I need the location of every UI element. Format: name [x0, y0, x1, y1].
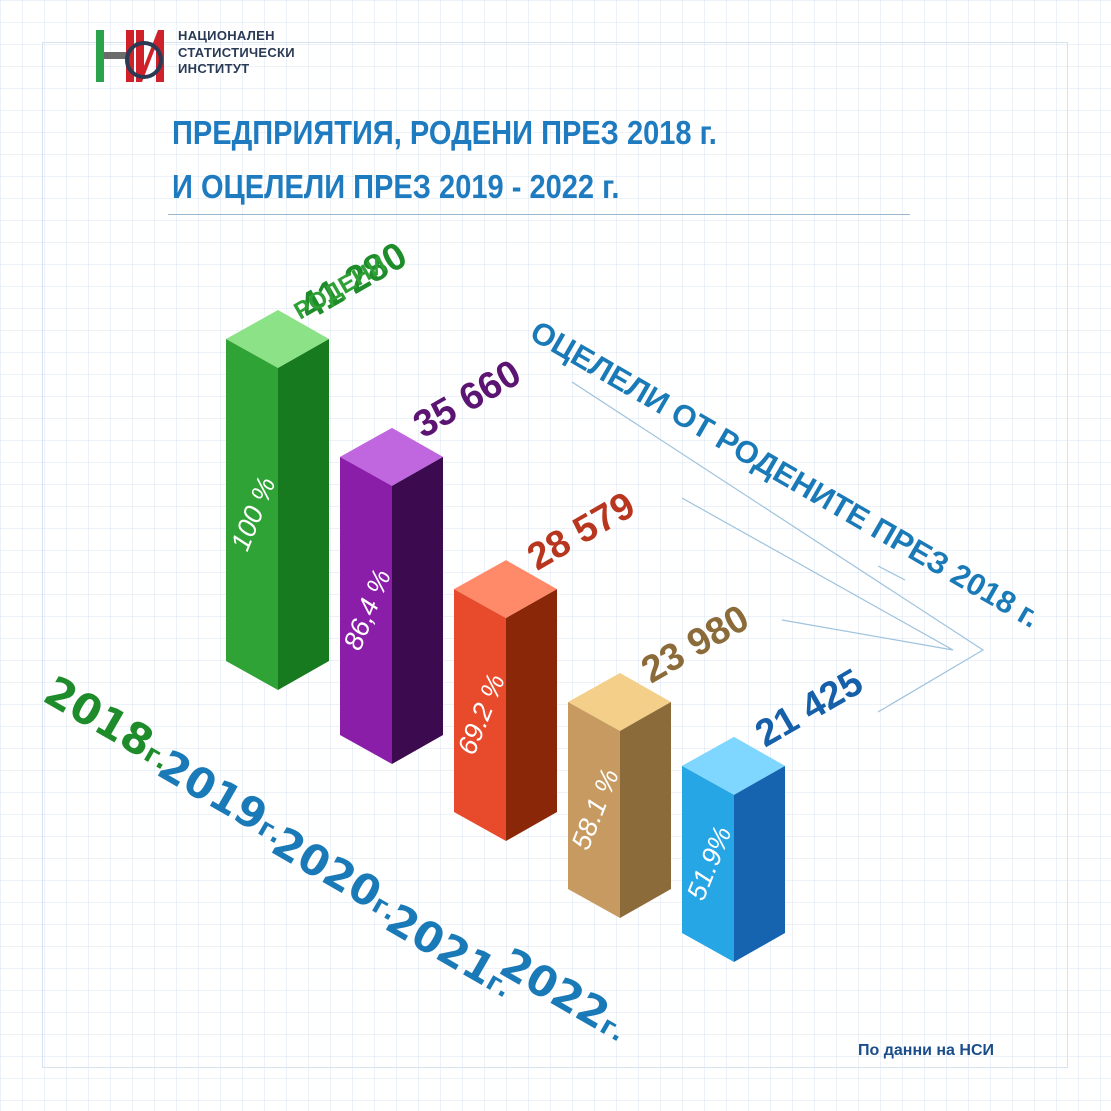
bar-side-2021 [620, 701, 671, 918]
year-label: 2019г. [150, 740, 296, 853]
org-name-line: НАЦИОНАЛЕН [178, 28, 275, 43]
annotation-connector [571, 381, 985, 713]
year-label: 2021г. [378, 894, 524, 1007]
annotation-connector [681, 497, 954, 651]
value-label: 21 425 [749, 661, 871, 755]
nsi-logo [96, 30, 164, 82]
bar-top-2020 [454, 560, 557, 619]
bar-top-2022 [682, 736, 785, 795]
bar-side-2018 [278, 339, 329, 690]
year-label: 2020г. [264, 817, 410, 930]
bar-top-2019 [340, 427, 443, 486]
bar-top-2018 [226, 310, 329, 368]
bar-side-2022 [734, 765, 785, 962]
year-value: 2021 [378, 894, 504, 995]
year-value: 2018 [36, 666, 162, 767]
title-divider [168, 214, 910, 215]
bar-side-2019 [392, 456, 443, 764]
bar-2018 [226, 339, 278, 690]
source-note: По данни на НСИ [858, 1042, 994, 1059]
year-value: 2020 [264, 817, 390, 918]
year-label: 2018г. [36, 666, 182, 779]
bar-2020 [454, 589, 506, 841]
organization-name: НАЦИОНАЛЕН СТАТИСТИЧЕСКИ ИНСТИТУТ [178, 28, 295, 78]
survived-annotation: ОЦЕЛЕЛИ ОТ РОДЕНИТЕ ПРЕЗ 2018 г. [525, 314, 1046, 635]
year-value: 2022 [492, 938, 618, 1039]
bar-2022 [682, 765, 734, 962]
value-label: 35 660 [407, 352, 529, 446]
bar-2021 [568, 701, 620, 918]
bar-side-2020 [506, 589, 557, 841]
title-line-1: ПРЕДПРИЯТИЯ, РОДЕНИ ПРЕЗ 2018 г. [172, 114, 717, 151]
year-label: 2022г. [492, 938, 638, 1051]
bar-top-2021 [568, 672, 671, 731]
value-label: 23 980 [635, 597, 757, 691]
value-label: 28 579 [521, 484, 643, 578]
org-name-line: ИНСТИТУТ [178, 61, 250, 76]
annotation-connector [877, 565, 906, 581]
page-title: ПРЕДПРИЯТИЯ, РОДЕНИ ПРЕЗ 2018 г. И ОЦЕЛЕ… [172, 106, 717, 214]
org-name-line: СТАТИСТИЧЕСКИ [178, 44, 295, 60]
page-frame [42, 42, 1068, 1068]
year-value: 2019 [150, 740, 276, 841]
title-line-2: И ОЦЕЛЕЛИ ПРЕЗ 2019 - 2022 г. [172, 168, 620, 205]
bar-2019 [340, 456, 392, 764]
